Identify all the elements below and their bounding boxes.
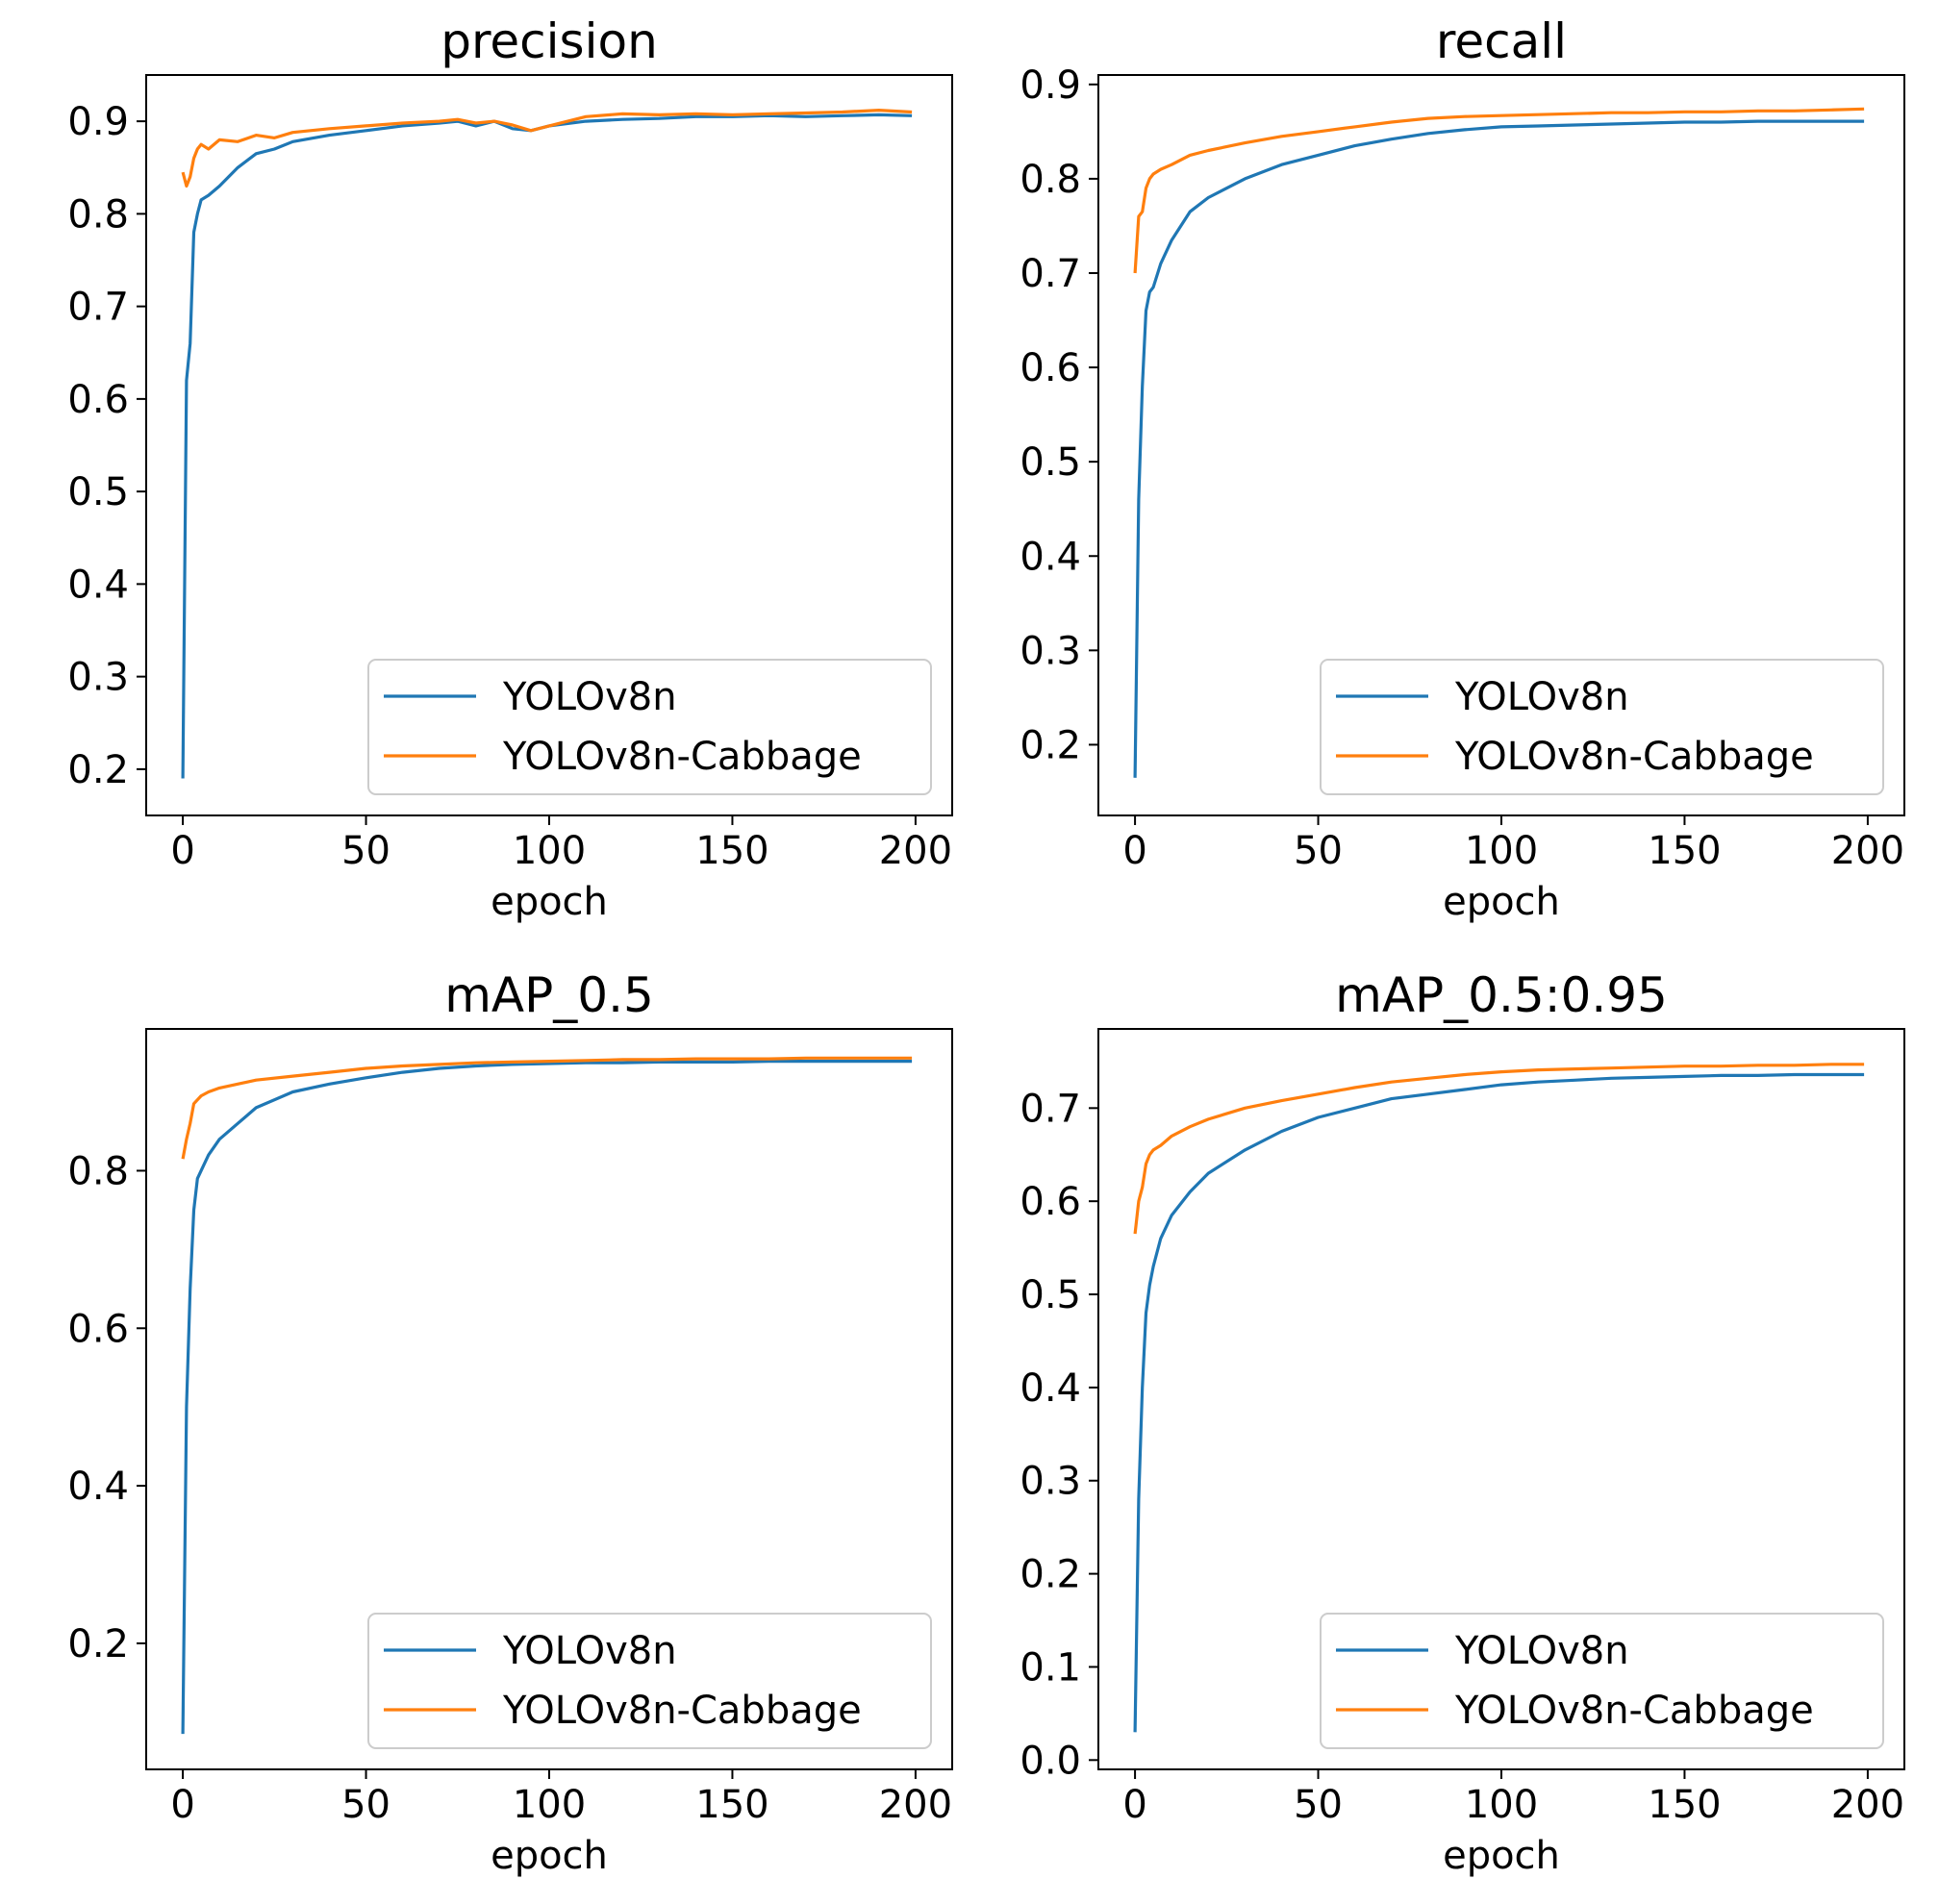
chart-panel-1: precision 0 50 100 150 200 0.2 0.3 0.4 0.5 0.6 0.7 0… <box>67 13 953 924</box>
y-tick-label: 0.6 <box>67 1307 129 1351</box>
y-tick-label: 0.7 <box>67 286 129 330</box>
y-tick-label: 0.2 <box>1020 723 1081 767</box>
x-tick-label: 150 <box>1648 829 1721 873</box>
legend: YOLOv8n YOLOv8n-Cabbage <box>367 1613 932 1749</box>
chart-title: mAP_0.5 <box>444 967 654 1023</box>
x-tick-label: 0 <box>170 829 194 873</box>
y-tick-label: 0.9 <box>1020 63 1081 108</box>
series-line-yolov8n-cabbage <box>1133 1063 1865 1235</box>
chart-title: precision <box>441 13 658 69</box>
x-tick-label: 200 <box>1831 829 1904 873</box>
y-tick-label: 0.7 <box>1020 252 1081 296</box>
legend-box <box>367 1613 932 1749</box>
legend-label: YOLOv8n <box>1454 675 1629 719</box>
x-tick-label: 200 <box>879 1783 952 1827</box>
y-tick-label: 0.0 <box>1020 1739 1081 1783</box>
chart-title: mAP_0.5:0.95 <box>1335 967 1668 1023</box>
legend-label: YOLOv8n-Cabbage <box>1454 735 1814 779</box>
x-tick-label: 150 <box>695 829 768 873</box>
series-line-yolov8n <box>1133 119 1865 778</box>
y-tick-label: 0.4 <box>67 1465 129 1509</box>
legend-box <box>1320 659 1884 795</box>
chart-panel-3: mAP_0.5 0 50 100 150 200 0.2 0.4 0.6 0.8 epoch YOLO… <box>67 967 953 1878</box>
legend-box <box>367 659 932 795</box>
y-tick-label: 0.4 <box>1020 1366 1081 1411</box>
chart-panel-2: recall 0 50 100 150 200 0.2 0.3 0.4 0.5 0.6 0.7 0.8 0… <box>1020 13 1905 924</box>
y-tick-label: 0.6 <box>1020 1180 1081 1224</box>
y-tick-label: 0.5 <box>67 470 129 514</box>
y-tick-label: 0.9 <box>67 100 129 144</box>
series-line-yolov8n <box>1133 1072 1865 1733</box>
y-tick-label: 0.2 <box>67 1622 129 1666</box>
x-tick-label: 150 <box>1648 1783 1721 1827</box>
chart-panel-4: mAP_0.5:0.95 0 50 100 150 200 0.0 0.1 0.2 0.3 0.4 0… <box>1020 967 1905 1878</box>
legend-label: YOLOv8n-Cabbage <box>1454 1689 1814 1733</box>
y-tick-label: 0.8 <box>67 192 129 237</box>
x-tick-label: 0 <box>1122 1783 1146 1827</box>
legend: YOLOv8n YOLOv8n-Cabbage <box>1320 659 1884 795</box>
y-tick-label: 0.5 <box>1020 440 1081 485</box>
legend-label: YOLOv8n <box>502 1629 677 1673</box>
y-tick-label: 0.3 <box>1020 629 1081 673</box>
legend: YOLOv8n YOLOv8n-Cabbage <box>367 659 932 795</box>
x-tick-label: 0 <box>1122 829 1146 873</box>
y-tick-label: 0.5 <box>1020 1273 1081 1317</box>
x-axis-label: epoch <box>491 1834 608 1878</box>
x-axis-label: epoch <box>491 880 608 924</box>
x-tick-label: 200 <box>879 829 952 873</box>
x-axis-label: epoch <box>1443 1834 1560 1878</box>
legend-label: YOLOv8n-Cabbage <box>502 735 862 779</box>
x-axis-label: epoch <box>1443 880 1560 924</box>
x-tick-label: 50 <box>341 1783 390 1827</box>
x-tick-label: 50 <box>1294 1783 1343 1827</box>
y-tick-label: 0.2 <box>1020 1553 1081 1597</box>
legend: YOLOv8n YOLOv8n-Cabbage <box>1320 1613 1884 1749</box>
x-tick-label: 100 <box>1465 829 1538 873</box>
series-line-yolov8n <box>181 1060 913 1735</box>
y-tick-label: 0.8 <box>67 1149 129 1193</box>
x-tick-label: 150 <box>695 1783 768 1827</box>
chart-title: recall <box>1436 13 1567 69</box>
series-line-yolov8n-cabbage <box>1133 107 1865 274</box>
legend-label: YOLOv8n-Cabbage <box>502 1689 862 1733</box>
y-tick-label: 0.7 <box>1020 1087 1081 1131</box>
x-tick-label: 50 <box>1294 829 1343 873</box>
series-line-yolov8n <box>181 113 913 779</box>
y-tick-label: 0.6 <box>1020 346 1081 390</box>
x-tick-label: 100 <box>1465 1783 1538 1827</box>
y-tick-label: 0.3 <box>67 656 129 700</box>
legend-box <box>1320 1613 1884 1749</box>
y-tick-label: 0.4 <box>1020 535 1081 579</box>
y-tick-label: 0.6 <box>67 378 129 422</box>
series-line-yolov8n-cabbage <box>181 1056 913 1160</box>
y-tick-label: 0.8 <box>1020 158 1081 202</box>
x-tick-label: 200 <box>1831 1783 1904 1827</box>
x-tick-label: 100 <box>513 829 586 873</box>
series-line-yolov8n-cabbage <box>181 109 913 188</box>
y-tick-label: 0.1 <box>1020 1645 1081 1690</box>
y-tick-label: 0.3 <box>1020 1460 1081 1504</box>
legend-label: YOLOv8n <box>1454 1629 1629 1673</box>
x-tick-label: 0 <box>170 1783 194 1827</box>
x-tick-label: 50 <box>341 829 390 873</box>
y-tick-label: 0.4 <box>67 563 129 607</box>
y-tick-label: 0.2 <box>67 748 129 792</box>
x-tick-label: 100 <box>513 1783 586 1827</box>
legend-label: YOLOv8n <box>502 675 677 719</box>
